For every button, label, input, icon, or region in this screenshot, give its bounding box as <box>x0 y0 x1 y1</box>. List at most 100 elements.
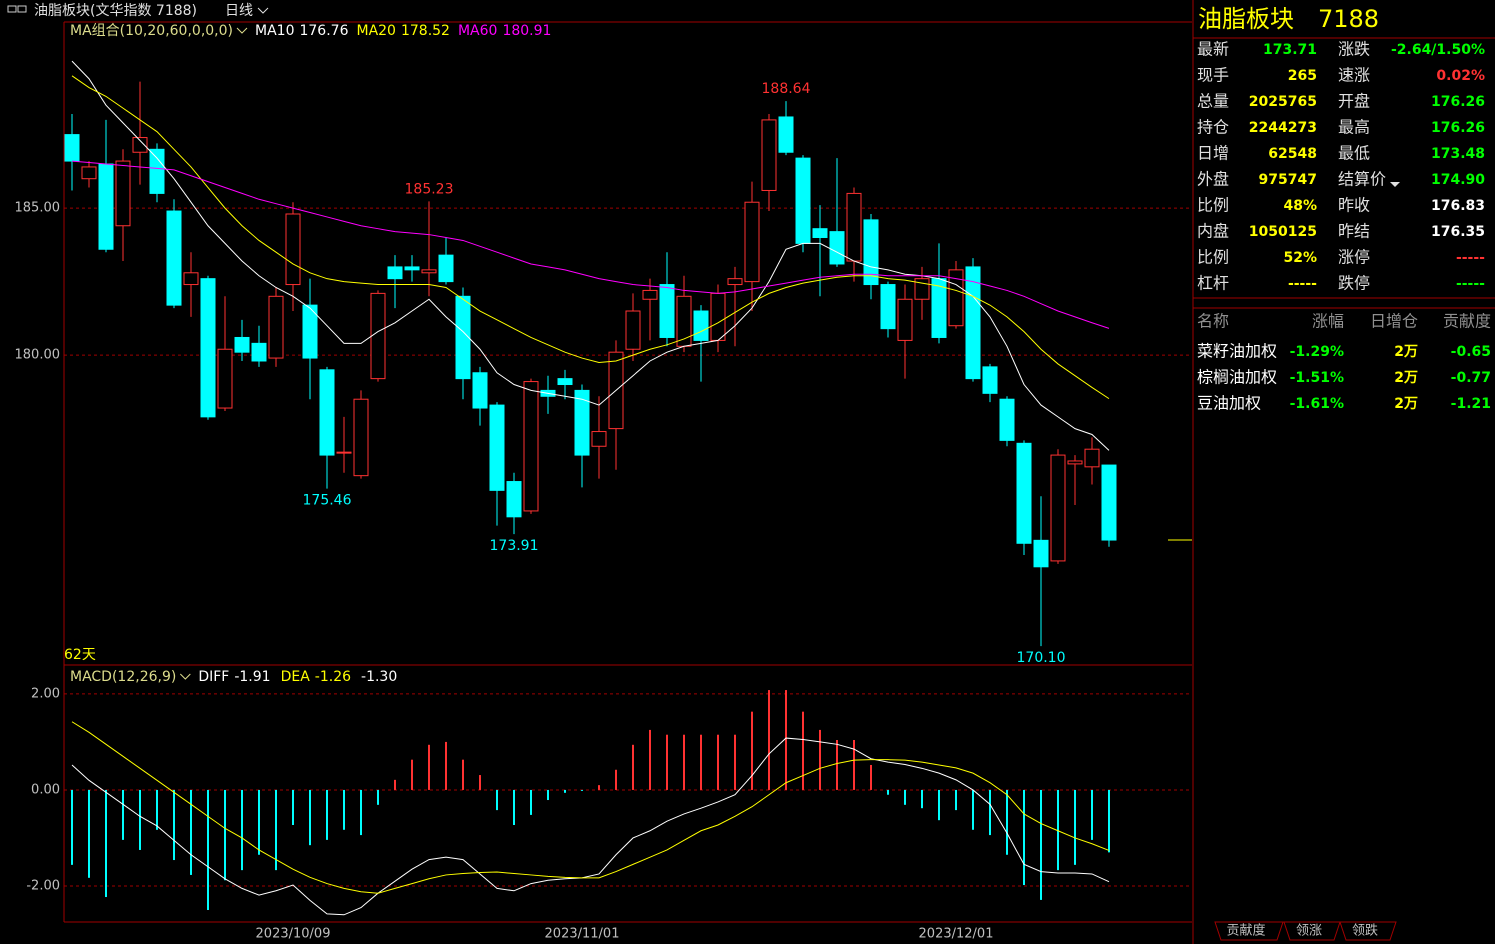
quote-label: 涨停 <box>1338 248 1370 267</box>
component-cell: 2万 <box>1394 396 1418 412</box>
candle-body <box>846 192 862 262</box>
candle-body <box>319 369 335 456</box>
quote-value: 265 <box>1288 68 1317 84</box>
candle-body <box>370 292 386 380</box>
candle-body <box>693 310 709 341</box>
candle-body <box>387 266 403 280</box>
period-selector[interactable]: 日线 <box>225 3 253 19</box>
column-header: 名称 <box>1197 312 1229 331</box>
candle-body <box>268 295 284 359</box>
candle-body <box>200 278 216 418</box>
candle-body <box>472 372 488 409</box>
quote-value: ----- <box>1456 250 1485 266</box>
macd-line <box>71 737 1110 916</box>
quote-label: 内盘 <box>1197 222 1229 241</box>
candle-body <box>659 284 675 338</box>
chevron <box>236 27 248 34</box>
candle-body <box>64 134 80 162</box>
y-tick-label: -2.00 <box>26 878 60 893</box>
component-cell: 菜籽油加权 <box>1197 342 1277 361</box>
chevron <box>257 7 269 14</box>
tab[interactable]: 贡献度 <box>1226 923 1265 939</box>
quote-code: 7188 <box>1318 5 1379 33</box>
quote-label: 速涨 <box>1338 66 1370 85</box>
quote-value: ----- <box>1456 276 1485 292</box>
candle-body <box>591 431 607 447</box>
quote-label: 日增 <box>1197 144 1229 163</box>
candle-body <box>1067 460 1083 465</box>
quote-value: 48% <box>1283 198 1317 214</box>
candle-body <box>81 166 97 180</box>
quote-value: 174.90 <box>1431 172 1485 188</box>
quote-label: 最高 <box>1338 118 1370 137</box>
legend-text: 176.76 <box>299 23 348 39</box>
quote-label: 昨收 <box>1338 196 1370 215</box>
component-cell: 2万 <box>1394 370 1418 386</box>
candle-body <box>965 266 981 380</box>
component-cell: 2万 <box>1394 344 1418 360</box>
tab-shape <box>1283 921 1341 941</box>
y-tick-label: 0.00 <box>31 782 60 797</box>
quote-value: -2.64/1.50% <box>1391 42 1485 58</box>
indicator-name: MACD(12,26,9) <box>70 669 176 685</box>
chart-title: 油脂板块(文华指数 7188) <box>34 3 197 19</box>
candle-body <box>489 404 505 491</box>
quote-value: 176.35 <box>1431 224 1485 240</box>
candle-body <box>506 481 522 518</box>
candle-body <box>574 389 590 456</box>
quote-label: 杠杆 <box>1197 274 1229 293</box>
header-icon <box>7 5 27 13</box>
quote-value: 975747 <box>1259 172 1317 188</box>
tab-shape <box>1339 921 1397 941</box>
candle-body <box>710 292 726 341</box>
candle-body <box>421 269 437 274</box>
candle-body <box>999 398 1015 441</box>
tab[interactable]: 领涨 <box>1296 924 1322 939</box>
candle-body <box>115 160 131 227</box>
tab[interactable]: 领跌 <box>1352 923 1378 939</box>
candle-body <box>183 272 199 286</box>
extreme-label: 175.46 <box>303 493 352 509</box>
quote-label: 开盘 <box>1338 92 1370 111</box>
quote-value: 176.83 <box>1431 198 1485 214</box>
x-tick-label: 2023/10/09 <box>256 927 331 942</box>
column-header: 日增仓 <box>1370 312 1418 331</box>
candle-body <box>455 295 471 380</box>
ma-line <box>71 75 1110 400</box>
candle-body <box>166 210 182 306</box>
candle-body <box>812 228 828 239</box>
candle-body <box>795 157 811 244</box>
macd-line <box>71 721 1110 894</box>
quote-label: 外盘 <box>1197 170 1229 189</box>
candle-body <box>336 451 352 454</box>
quote-value: 52% <box>1283 250 1317 266</box>
candle-body <box>523 381 539 512</box>
candle-body <box>829 231 845 265</box>
candle-body <box>285 213 301 286</box>
candle-body <box>625 310 641 350</box>
y-tick-label: 180.00 <box>15 348 61 363</box>
quote-label: 比例 <box>1197 248 1229 267</box>
quote-label: 总量 <box>1197 92 1229 111</box>
candle-body <box>149 148 165 194</box>
legend-text: 178.52 <box>401 23 450 39</box>
candle-body <box>234 336 250 353</box>
indicator-name: MA组合(10,20,60,0,0,0) <box>70 23 233 39</box>
candle-body <box>863 219 879 286</box>
quote-value: 1050125 <box>1249 224 1317 240</box>
candle-body <box>880 284 896 330</box>
candle-body <box>251 342 267 362</box>
quote-value: ----- <box>1288 276 1317 292</box>
candle-body <box>1033 539 1049 568</box>
quote-label: 结算价 <box>1338 170 1386 189</box>
component-cell: -0.77 <box>1451 370 1491 386</box>
legend-text: 180.91 <box>502 23 551 39</box>
period-count: 62天 <box>64 647 96 663</box>
column-header: 贡献度 <box>1443 312 1491 331</box>
candle-body <box>1084 448 1100 468</box>
component-cell: -1.51% <box>1290 370 1344 386</box>
candle-body <box>404 266 420 271</box>
y-tick-label: 2.00 <box>31 686 60 701</box>
candle-body <box>1016 442 1032 544</box>
